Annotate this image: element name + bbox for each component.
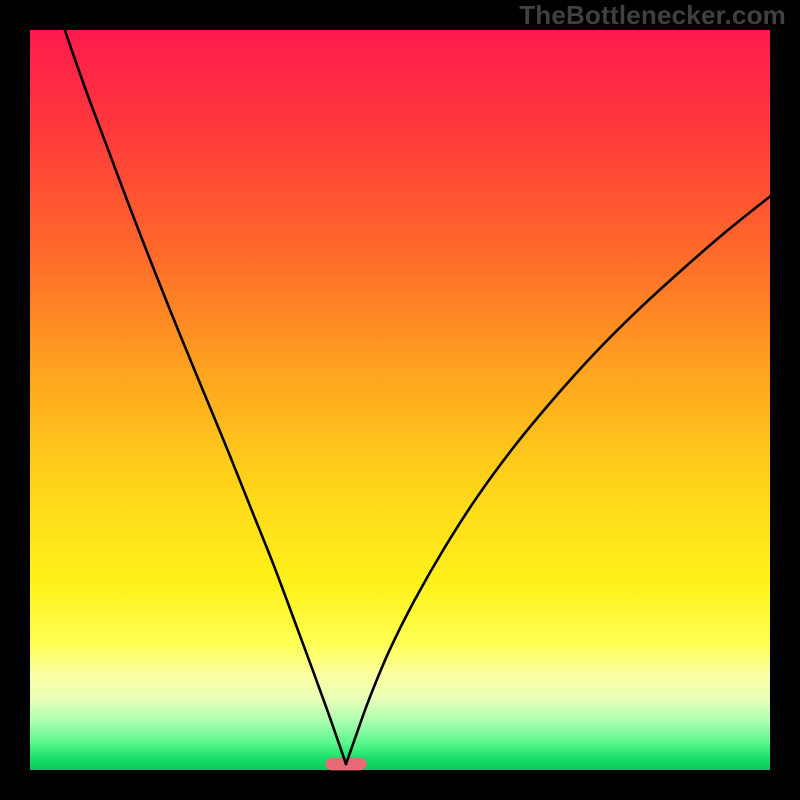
chart-background: [30, 30, 770, 770]
